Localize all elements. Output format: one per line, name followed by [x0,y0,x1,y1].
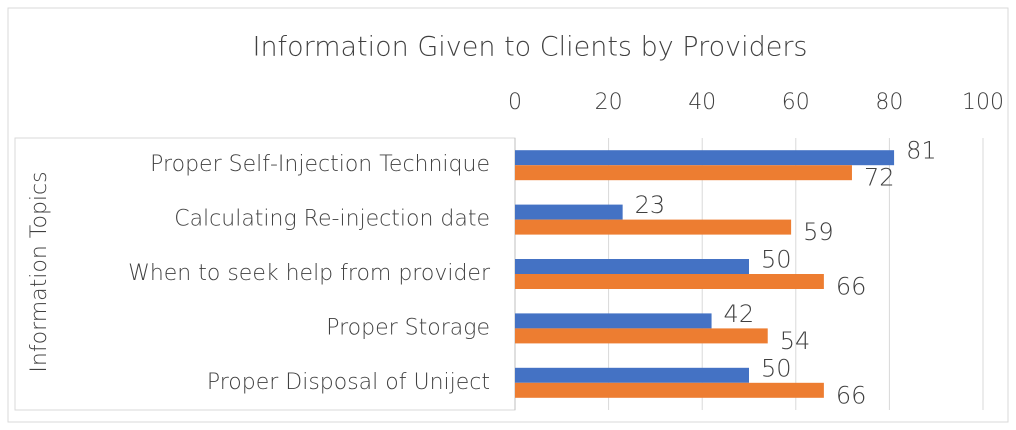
y-tick-label: When to seek help from provider [128,261,491,286]
y-tick-label: Proper Self-Injection Technique [150,152,490,177]
data-label: 23 [635,191,666,219]
data-label: 59 [803,218,834,246]
data-label: 42 [724,300,755,328]
x-tick-label: 0 [508,90,522,115]
x-tick-label: 100 [962,90,1004,115]
bar [515,313,712,329]
data-label: 54 [780,327,811,355]
label-box [14,137,516,411]
bar [515,382,824,398]
bar [515,150,895,166]
data-label: 50 [761,354,792,382]
y-tick-label: Proper Storage [326,315,490,340]
bar [515,259,749,274]
y-tick-label: Calculating Re-injection date [174,207,490,232]
bar [515,328,768,344]
x-tick-label: 80 [875,90,903,115]
bar [515,367,749,383]
x-tick-label: 40 [688,90,716,115]
x-tick-label: 20 [595,90,623,115]
data-label: 50 [761,246,792,274]
y-axis-label: Information Topics [27,171,52,372]
y-tick-label: Proper Disposal of Uniject [207,370,490,395]
bar [515,204,623,220]
chart-title: Information Given to Clients by Provider… [252,32,807,63]
bar [515,165,852,181]
data-label: 81 [906,137,937,165]
x-tick-label: 60 [782,90,810,115]
bar [515,219,792,235]
data-label: 66 [836,273,867,301]
bar [515,274,824,289]
data-label: 66 [836,381,867,409]
data-label: 72 [864,164,895,192]
